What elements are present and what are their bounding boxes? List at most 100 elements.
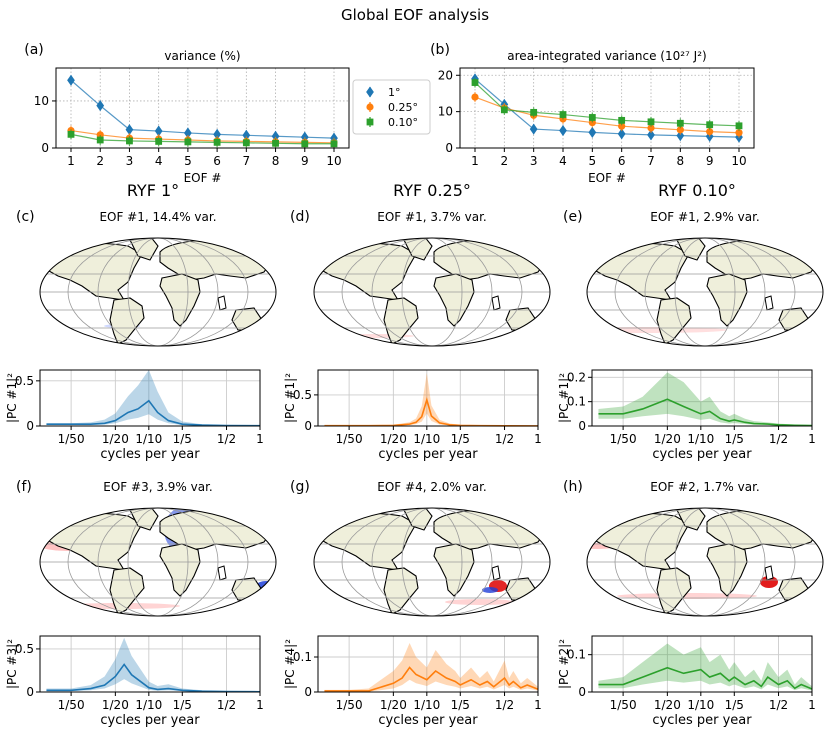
data-point — [155, 138, 163, 145]
data-point — [184, 138, 192, 146]
axes-frame — [317, 635, 539, 693]
y-axis-label: |PC #1|² — [283, 373, 297, 423]
panel-g: 1/50 1/20 1/10 1/5 1/2 1 0 0.1 cycles per year |P… — [283, 635, 542, 728]
tick-label: 1/20 — [102, 698, 129, 712]
panel-letter: (b) — [430, 42, 450, 58]
data-point — [676, 126, 684, 134]
data-point — [676, 119, 684, 127]
tick-label: 20 — [438, 68, 453, 82]
data-point — [647, 118, 655, 126]
map-outline — [313, 507, 551, 617]
tick-label: 6 — [618, 154, 626, 168]
map-content — [314, 508, 550, 616]
tick-label: 1 — [256, 432, 264, 446]
tick-label: 1/2 — [495, 698, 514, 712]
spectrum-line — [46, 399, 261, 427]
map-panel: (h) EOF #2, 1.7% var. — [563, 479, 824, 617]
panel-title: area-integrated variance (10²⁷ J²) — [507, 49, 706, 63]
tick-label: 1/5 — [725, 698, 744, 712]
data-point — [213, 138, 221, 146]
data-point — [588, 114, 596, 121]
panel-title: EOF #4, 2.0% var. — [377, 480, 486, 494]
map-panel: (e) EOF #1, 2.9% var. — [563, 209, 824, 347]
tick-label: 1/2 — [769, 432, 788, 446]
map-content — [587, 508, 823, 616]
panel-title: EOF #1, 3.7% var. — [377, 210, 486, 224]
axes-frame — [55, 67, 350, 149]
panel-a: (a) variance (%) 1 2 3 4 5 6 7 8 9 10 0 10 EOF # — [24, 42, 350, 185]
panel-letter: (h) — [563, 479, 583, 495]
uncertainty-band — [46, 370, 261, 426]
legend-label: 1° — [388, 86, 401, 99]
panel-h: 1/50 1/20 1/10 1/5 1/2 1 0 0.1 cycles per year |P… — [557, 635, 816, 728]
panel-letter: (f) — [16, 479, 32, 495]
panel-letter: (g) — [290, 479, 310, 495]
axes-frame — [39, 635, 261, 693]
tick-label: 3 — [126, 154, 134, 168]
data-point — [676, 130, 685, 142]
tick-label: 0 — [578, 685, 586, 699]
series-line — [474, 82, 740, 127]
tick-label: 1/5 — [173, 698, 192, 712]
series-line — [70, 79, 335, 139]
map-content — [314, 238, 550, 346]
panel-e: 1/50 1/20 1/10 1/5 1/2 1 0 0.1 0.2 cycles per yea… — [557, 369, 816, 462]
tick-label: 1 — [256, 698, 264, 712]
panel-c: 1/50 1/20 1/10 1/5 1/2 1 0 0.5 cycles per year |P… — [5, 369, 264, 462]
tick-label: 1/2 — [495, 432, 514, 446]
column-header: RYF 0.10° — [658, 181, 736, 200]
data-point — [301, 140, 309, 148]
data-point — [647, 124, 655, 132]
axes-frame — [39, 369, 261, 427]
tick-label: 1/10 — [687, 698, 714, 712]
series-line — [474, 78, 740, 138]
y-axis-label: |PC #2|² — [557, 639, 571, 689]
tick-label: 4 — [559, 154, 567, 168]
tick-label: 5 — [184, 154, 192, 168]
data-point — [471, 79, 479, 86]
tick-label: 1/10 — [413, 432, 440, 446]
x-axis-label: EOF # — [184, 171, 222, 185]
data-point — [126, 137, 133, 145]
tick-label: 1 — [471, 154, 479, 168]
tick-label: 1/50 — [58, 698, 85, 712]
tick-label: 1 — [808, 698, 816, 712]
axes-frame — [317, 369, 539, 427]
panel-letter: (d) — [290, 209, 310, 225]
tick-label: 1/50 — [610, 432, 637, 446]
column-header: RYF 0.25° — [393, 181, 471, 200]
tick-label: 10 — [731, 154, 746, 168]
uncertainty-band — [46, 637, 261, 692]
spectrum-line — [324, 666, 539, 692]
tick-label: 7 — [243, 154, 251, 168]
spectrum-line — [46, 663, 261, 693]
data-point — [67, 74, 75, 86]
map-outline — [39, 507, 277, 617]
tick-label: 0.1 — [567, 395, 586, 409]
x-axis-label: cycles per year — [652, 447, 752, 462]
y-axis-label: |PC #3|² — [5, 639, 19, 689]
figure-title: Global EOF analysis — [341, 6, 489, 24]
map-outline — [586, 507, 824, 617]
tick-label: 2 — [96, 154, 104, 168]
x-axis-label: cycles per year — [100, 447, 200, 462]
y-axis-label: |PC #4|² — [283, 639, 297, 689]
anomaly-patch — [760, 576, 778, 588]
tick-label: 1/50 — [336, 698, 363, 712]
legend-marker — [366, 86, 374, 98]
tick-label: 1 — [534, 432, 542, 446]
anomaly-patch — [617, 593, 757, 599]
spectrum-line — [324, 397, 539, 427]
map-outline — [39, 237, 277, 347]
y-axis-label: |PC #1|² — [5, 373, 19, 423]
tick-label: 7 — [647, 154, 655, 168]
tick-label: 0 — [445, 141, 453, 155]
data-point — [618, 116, 626, 124]
tick-label: 0 — [578, 419, 586, 433]
tick-label: 1/5 — [451, 432, 470, 446]
data-point — [735, 122, 743, 130]
tick-label: 1/5 — [451, 698, 470, 712]
tick-label: 9 — [706, 154, 714, 168]
tick-label: 1/10 — [135, 432, 162, 446]
data-point — [242, 139, 250, 147]
